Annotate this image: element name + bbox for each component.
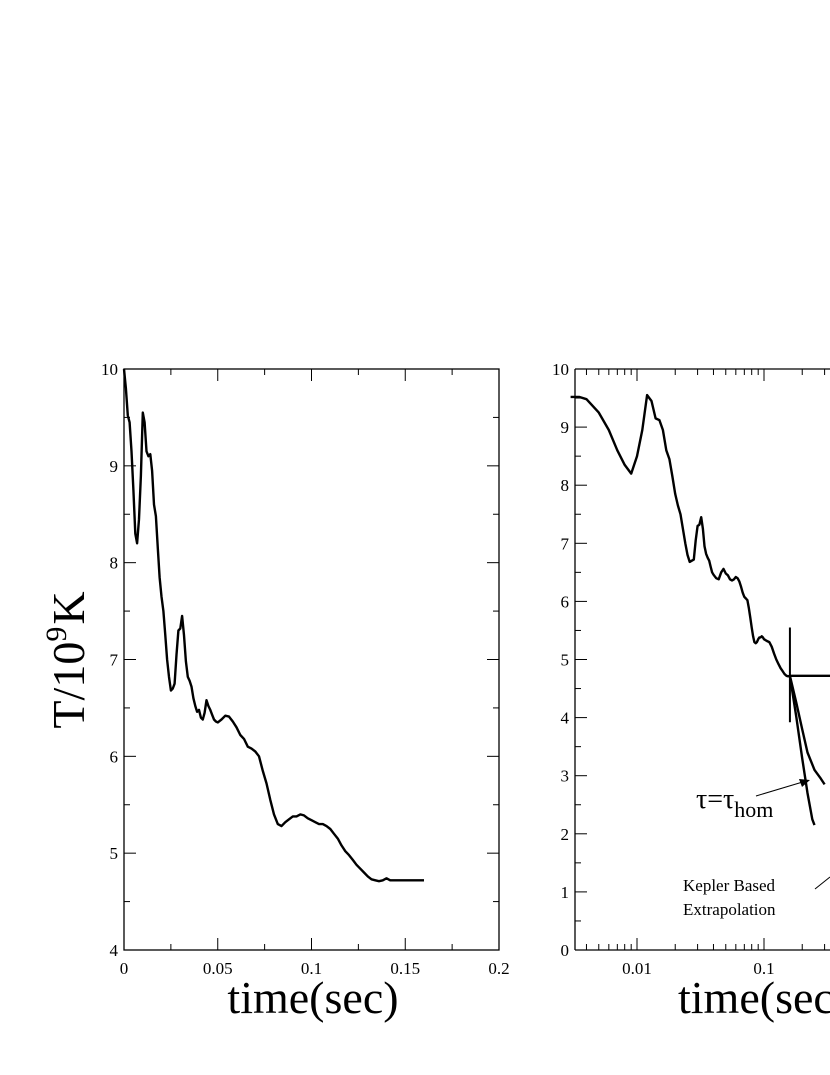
right-y-tick-label: 0 <box>561 941 570 960</box>
y-axis-title-unit: K <box>43 591 94 624</box>
right-y-tick-label: 9 <box>561 418 570 437</box>
right-tick-labels: 0 1 2 3 4 5 6 7 8 9 10 0.01 0.1 <box>552 360 775 978</box>
left-y-tick-label: 7 <box>110 651 119 670</box>
right-x-tick-label: 0.01 <box>622 959 652 978</box>
left-y-tick-label: 10 <box>101 360 118 379</box>
right-y-tick-label: 2 <box>561 825 570 844</box>
tau-hom-label: τ=τ <box>696 784 734 815</box>
left-x-tick-label: 0 <box>120 959 129 978</box>
tau-hom-annotation: τ=τhom <box>696 779 810 822</box>
left-x-tick-label: 0.05 <box>203 959 233 978</box>
right-y-tick-label: 1 <box>561 883 570 902</box>
kepler-annotation: Kepler Based Extrapolation <box>683 876 830 919</box>
tau-hom-subscript: hom <box>734 797 773 822</box>
svg-text:T/109K: T/109 K <box>40 591 94 728</box>
right-y-tick-label: 6 <box>561 592 570 611</box>
left-series-group <box>122 368 424 883</box>
tau-hom-arrow-shaft <box>755 780 807 797</box>
right-x-axis-title: time(sec <box>678 972 830 1023</box>
right-series-line-2 <box>788 675 816 826</box>
right-axis-ticks <box>575 368 826 951</box>
right-y-tick-label: 10 <box>552 360 569 379</box>
left-tick-labels: 4 5 6 7 8 9 10 0 0.05 0.1 0.15 0.2 <box>101 360 510 978</box>
right-series-line-3 <box>788 675 826 786</box>
left-x-axis-title: time(sec) <box>227 972 398 1023</box>
right-y-tick-label: 4 <box>561 709 570 728</box>
kepler-label-line-1: Kepler Based <box>683 876 776 895</box>
tau-hom-arrow-head <box>799 779 810 787</box>
left-y-tick-label: 8 <box>110 554 119 573</box>
left-y-tick-label: 5 <box>110 844 119 863</box>
right-y-tick-label: 7 <box>561 534 570 553</box>
right-series-line-0 <box>570 393 791 678</box>
left-y-tick-label: 4 <box>110 941 119 960</box>
right-x-tick-label: 0.1 <box>753 959 774 978</box>
left-x-tick-label: 0.2 <box>488 959 509 978</box>
left-y-tick-label: 6 <box>110 747 119 766</box>
left-axis-ticks <box>123 368 500 951</box>
kepler-label-line-2: Extrapolation <box>683 900 776 919</box>
y-axis-title-exponent: 9 <box>40 627 73 642</box>
right-y-tick-label: 3 <box>561 767 570 786</box>
y-axis-title-base: T/10 <box>43 642 94 729</box>
right-panel: 0 1 2 3 4 5 6 7 8 9 10 0.01 0.1 time(sec τ=τhom Kepl… <box>552 360 830 1023</box>
left-y-axis-title: T/109 K <box>40 591 94 728</box>
kepler-pointer-line <box>814 876 830 890</box>
left-x-tick-label: 0.15 <box>390 959 420 978</box>
right-series-group <box>570 393 830 826</box>
right-y-tick-label: 5 <box>561 651 570 670</box>
svg-text:τ=τhom: τ=τhom <box>696 784 773 822</box>
left-series-line-0 <box>122 368 424 883</box>
left-x-tick-label: 0.1 <box>301 959 322 978</box>
right-plot-frame <box>574 368 830 951</box>
right-y-tick-label: 8 <box>561 476 570 495</box>
left-plot-frame <box>123 368 500 951</box>
left-y-tick-label: 9 <box>110 457 119 476</box>
